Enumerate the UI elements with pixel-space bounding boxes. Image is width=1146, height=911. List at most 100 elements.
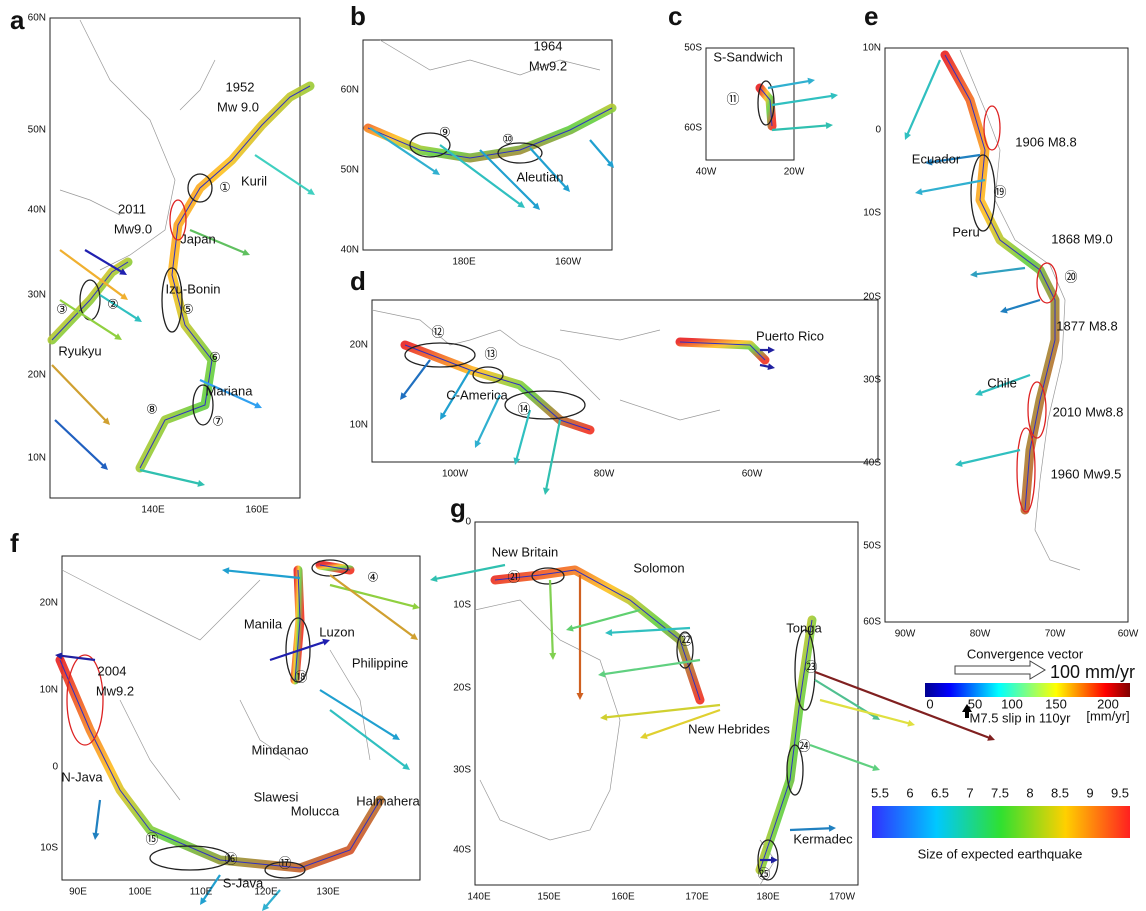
convergence-arrow — [84, 249, 123, 274]
map-label: C-America — [446, 387, 508, 402]
convergence-arrow — [439, 144, 522, 206]
map-label: ① — [219, 179, 231, 194]
arrow-head — [987, 734, 995, 741]
convergence-arrow — [435, 563, 506, 580]
x-tick-label: 90E — [69, 887, 87, 898]
asperity-outline — [169, 199, 187, 241]
map-label: ⑧ — [146, 401, 158, 416]
y-tick-label: 40S — [863, 458, 881, 469]
asperity-outline — [409, 132, 451, 158]
asperity-outline — [794, 629, 816, 711]
asperity-outline — [504, 390, 586, 420]
trench-line — [759, 87, 773, 127]
map-label: ⑨ — [439, 124, 451, 139]
map-label: 1964 — [534, 38, 563, 53]
convergence-arrow — [402, 359, 431, 397]
coastline — [371, 309, 721, 421]
map-label: ㉔ — [797, 738, 810, 753]
arrow-head — [907, 719, 915, 727]
coastline — [379, 39, 601, 76]
map-label: ⑦ — [212, 413, 224, 428]
size-tick-label: 6 — [906, 785, 913, 800]
map-label: N-Java — [61, 769, 103, 784]
x-tick-label: 20W — [784, 167, 805, 178]
convergence-arrow — [789, 827, 831, 832]
arrow-head — [92, 832, 100, 840]
y-tick-label: 60N — [28, 13, 46, 24]
convergence-arrow — [269, 640, 326, 662]
x-tick-label: 90W — [895, 629, 916, 640]
y-tick-label: 10N — [350, 420, 368, 431]
x-tick-label: 170W — [829, 892, 856, 903]
map-label: Slawesi — [254, 789, 299, 804]
arrow-head — [532, 202, 540, 210]
arrow-head — [915, 188, 923, 196]
map-label: ⑯ — [224, 851, 237, 866]
arrow-head — [872, 713, 880, 720]
map-label: Tonga — [786, 620, 822, 635]
convergence-arrow — [189, 228, 246, 254]
x-tick-label: 180E — [756, 892, 780, 903]
size-tick-label: 7.5 — [991, 785, 1009, 800]
size-tick-label: 6.5 — [931, 785, 949, 800]
x-tick-label: 80W — [970, 629, 991, 640]
arrow-head — [566, 624, 574, 632]
map-label: ⑪ — [726, 91, 739, 106]
convergence-arrow — [1005, 298, 1041, 312]
arrow-head — [576, 693, 584, 700]
y-tick-label: 50N — [28, 125, 46, 136]
convergence-arrow — [202, 874, 221, 901]
size-colorbar — [872, 806, 1130, 838]
convergence-arrow — [54, 419, 105, 467]
map-label: 2010 Mw8.8 — [1053, 404, 1124, 419]
slip-arrow — [962, 704, 972, 718]
asperity-outline — [1036, 262, 1058, 304]
convergence-arrow — [199, 378, 258, 407]
convergence-arrow — [515, 409, 532, 460]
y-tick-label: 20S — [863, 292, 881, 303]
size-tick-label: 7 — [966, 785, 973, 800]
arrow-head — [975, 389, 983, 396]
arrow-head — [392, 733, 400, 740]
convergence-arrow — [329, 574, 415, 638]
panel-letter: b — [350, 1, 366, 31]
y-tick-label: 50S — [863, 541, 881, 552]
arrow-head — [562, 184, 570, 192]
arrow-head — [606, 160, 614, 168]
arrow-head — [517, 201, 525, 208]
asperity-outline — [472, 366, 504, 384]
asperity-outline — [187, 173, 213, 203]
asperity-outline — [676, 631, 694, 669]
convergence-arrow — [979, 373, 1031, 395]
trench-line — [294, 569, 301, 681]
arrow-head — [825, 122, 833, 130]
asperity-outline — [264, 861, 306, 879]
trench-line — [367, 107, 613, 159]
map-label: ⑰ — [278, 855, 291, 870]
map-label: ⑲ — [993, 184, 1006, 199]
map-label: Mariana — [206, 383, 254, 398]
y-tick-label: 30S — [863, 375, 881, 386]
x-tick-label: 120E — [254, 887, 278, 898]
panel-letter: d — [350, 266, 366, 296]
arrow-head — [925, 158, 933, 166]
size-tick-label: 9.5 — [1111, 785, 1129, 800]
asperity-outline — [983, 105, 1001, 151]
map-label: ⑤ — [182, 301, 194, 316]
convergence-arrow — [759, 363, 770, 368]
convergence-arrow — [605, 703, 721, 719]
map-label: Mindanao — [251, 742, 308, 757]
colorbar-tick-label: 0 — [926, 696, 933, 711]
trench-line — [59, 659, 381, 869]
convergence-arrow — [329, 583, 415, 608]
convergence-arrow — [329, 709, 407, 768]
convergence-arrow — [369, 127, 436, 173]
y-tick-label: 40N — [28, 205, 46, 216]
panel-letter: c — [668, 1, 682, 31]
map-label: ㉕ — [757, 866, 770, 881]
arrow-head — [828, 824, 836, 832]
map-label: S-Java — [223, 875, 264, 890]
y-tick-label: 30S — [453, 765, 471, 776]
